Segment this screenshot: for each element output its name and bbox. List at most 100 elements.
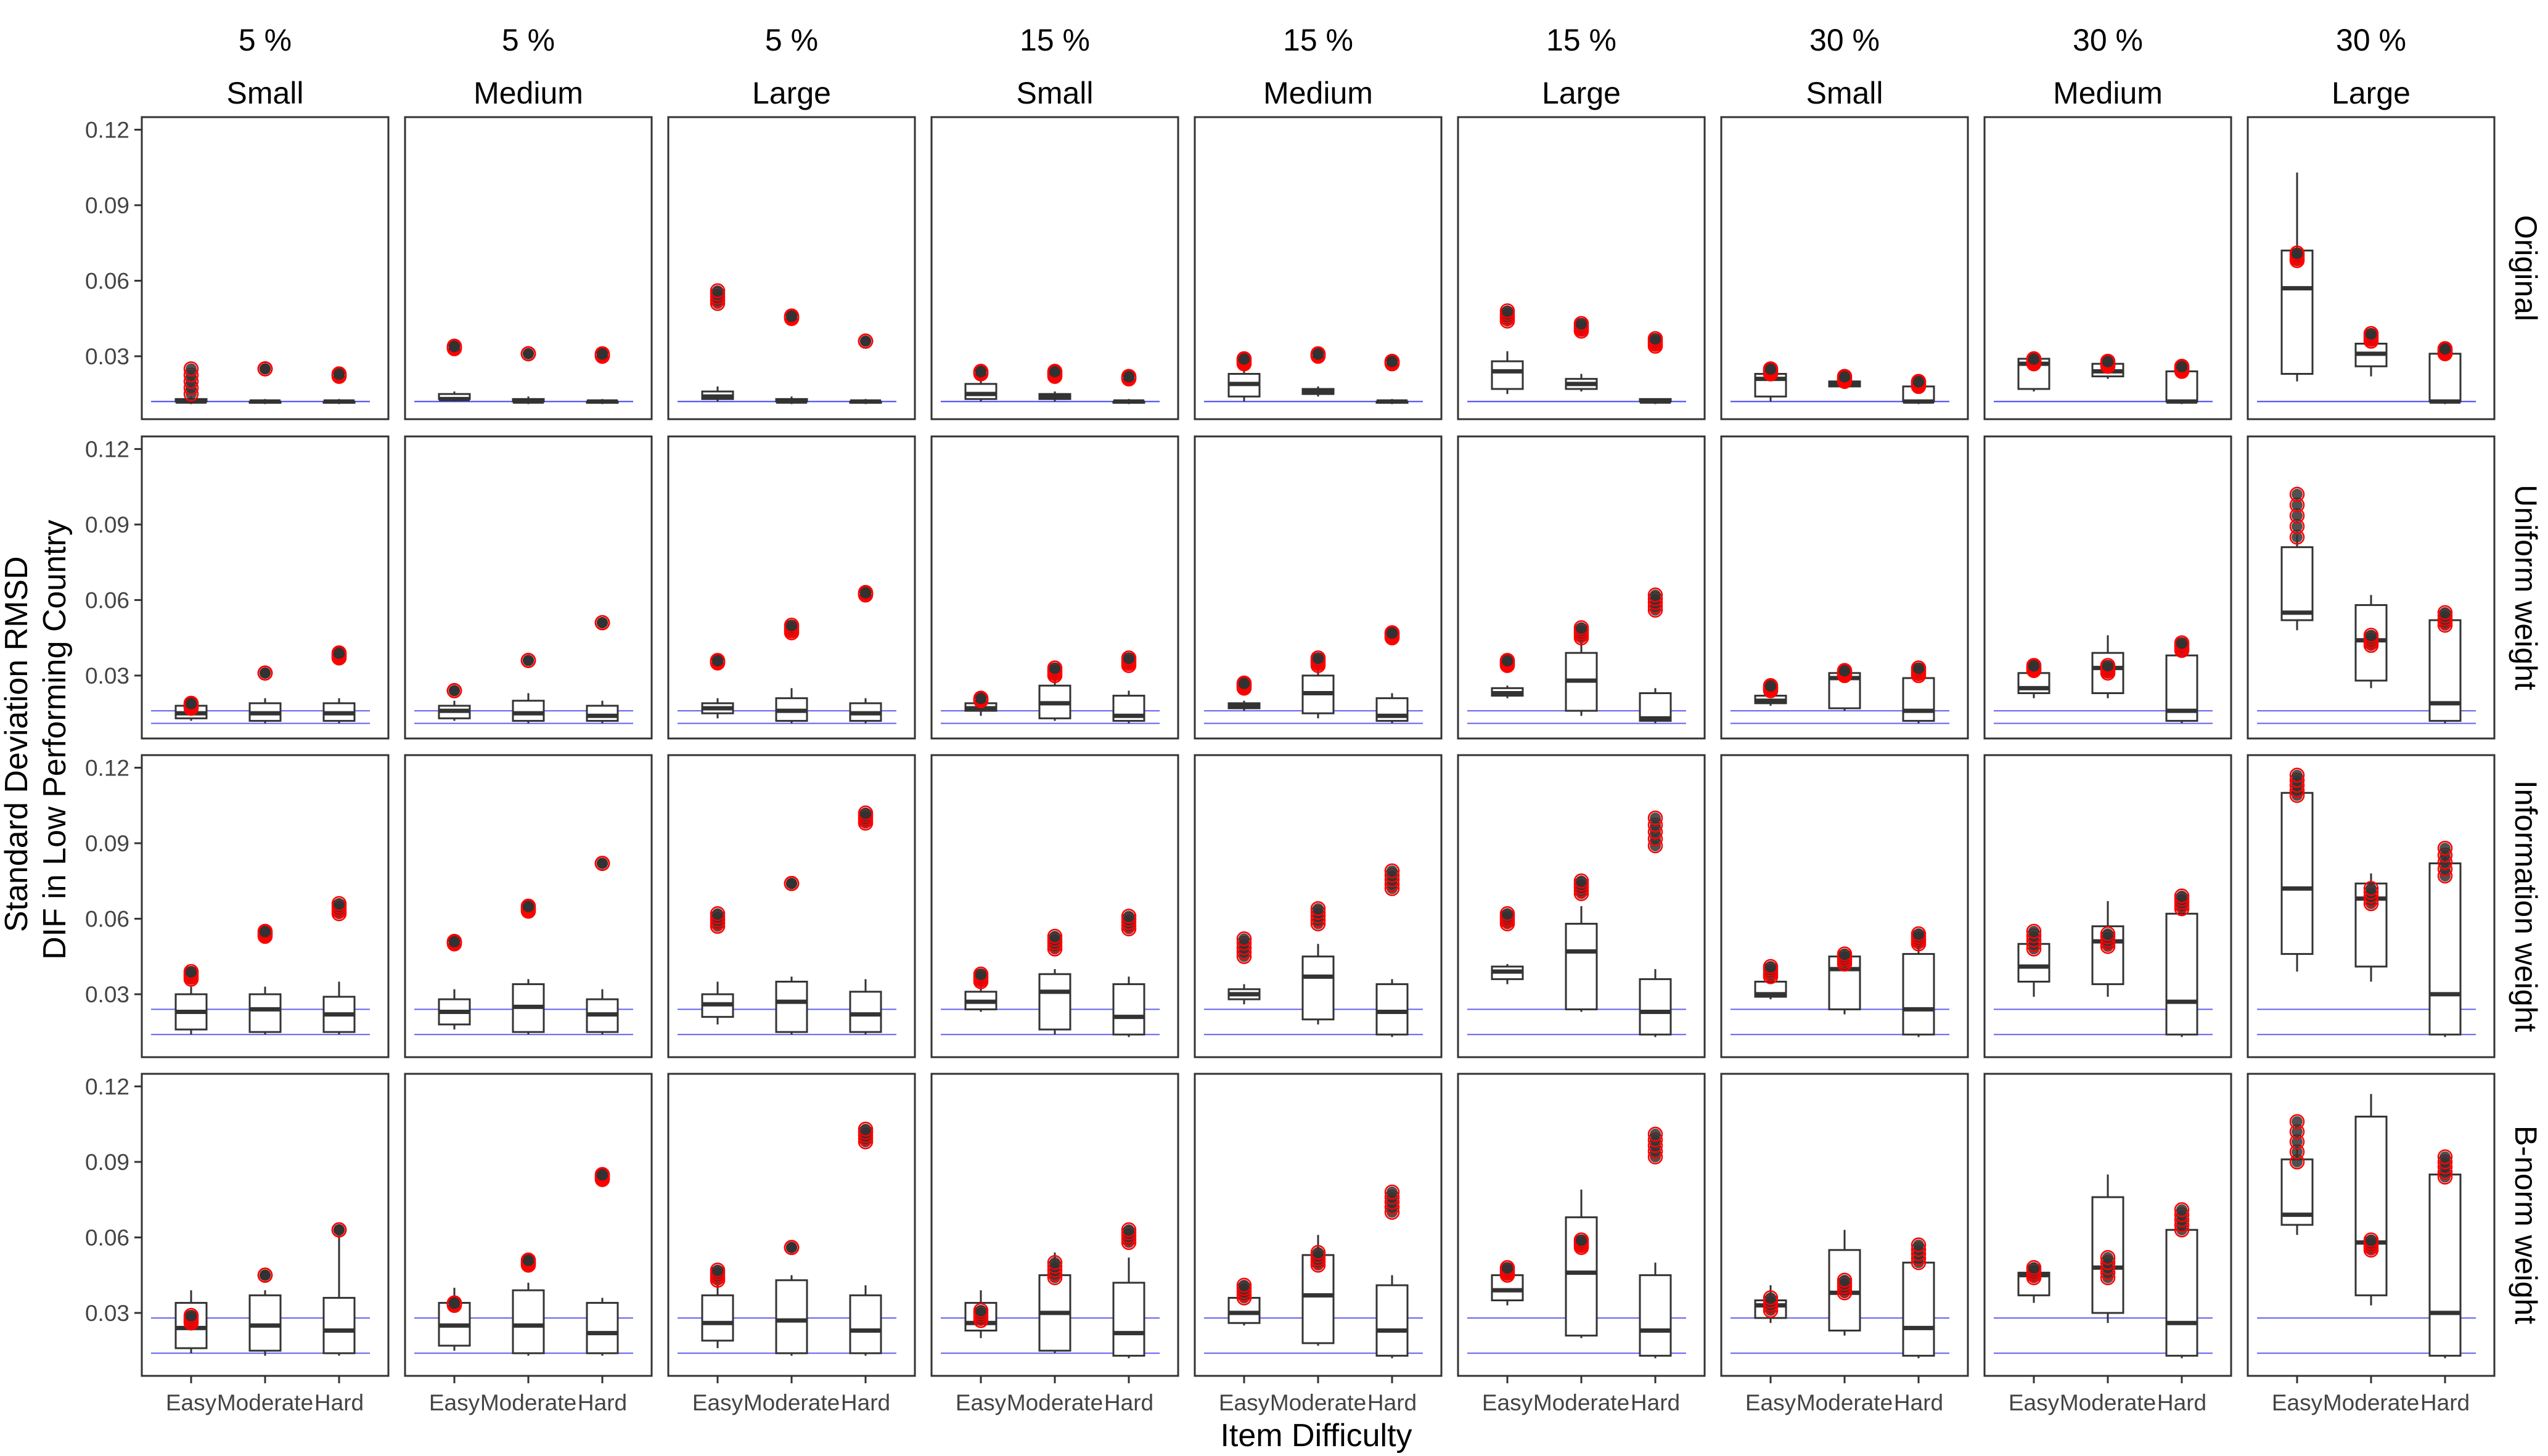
box-hard xyxy=(849,1121,882,1356)
box-body xyxy=(248,1294,282,1352)
box-body xyxy=(1112,983,1145,1036)
panel xyxy=(1983,116,2232,420)
column-strip-labels: 5 % Small 5 % Medium 5 % Large 15 % Small 15 % Me… xyxy=(226,23,2410,110)
outlier-point xyxy=(2028,1262,2039,1274)
column-size-label: Medium xyxy=(2053,76,2163,110)
outlier-point xyxy=(186,966,197,978)
outlier-point xyxy=(523,348,534,359)
outlier-point xyxy=(1387,865,1398,877)
outlier-point xyxy=(1839,370,1850,382)
box-body xyxy=(512,1289,545,1354)
box-hard xyxy=(1112,909,1145,1037)
column-size-label: Small xyxy=(1016,76,1093,110)
outlier-point xyxy=(2439,1151,2451,1163)
outlier-ring xyxy=(1236,675,1252,691)
column-size-label: Large xyxy=(752,76,831,110)
outlier-ring xyxy=(784,308,800,324)
box-body xyxy=(849,991,882,1033)
outlier-ring xyxy=(331,645,347,661)
outlier-ring xyxy=(1047,364,1063,379)
y-tick-label: 0.03 xyxy=(85,344,129,369)
box-hard xyxy=(2428,840,2462,1037)
outlier-ring xyxy=(257,923,273,939)
outlier-ring xyxy=(2026,351,2042,367)
box-body xyxy=(2165,1229,2198,1357)
box-easy xyxy=(1754,959,1787,1000)
box-moderate xyxy=(1301,346,1335,397)
outlier-point xyxy=(1913,928,1924,939)
box-body xyxy=(775,981,808,1033)
outlier-point xyxy=(2439,607,2451,618)
outlier-ring xyxy=(183,361,199,377)
box-body xyxy=(1375,1284,1409,1357)
box-hard xyxy=(2428,341,2462,404)
box-easy xyxy=(1491,303,1524,395)
outlier-point xyxy=(1576,622,1587,634)
outlier-ring xyxy=(2026,658,2042,673)
y-tick-label: 0.06 xyxy=(85,587,129,613)
panel xyxy=(141,116,390,420)
box-easy xyxy=(1491,1260,1524,1306)
outlier-point xyxy=(1502,655,1513,666)
outlier-point xyxy=(1049,931,1060,942)
box-body xyxy=(1639,978,1672,1036)
box-hard xyxy=(322,366,356,404)
x-axis: Easy Moderate Hard xyxy=(1745,1376,1943,1415)
panel xyxy=(1983,435,2232,740)
outlier-point xyxy=(860,587,871,599)
outlier-point xyxy=(1913,375,1924,387)
box-body xyxy=(964,383,997,400)
box-body xyxy=(1491,360,1524,390)
panel xyxy=(1720,116,1969,420)
outlier-ring xyxy=(1911,1237,1927,1253)
box-hard xyxy=(1112,369,1145,404)
box-moderate xyxy=(248,923,282,1035)
panel xyxy=(1457,1073,1706,1377)
outlier-point xyxy=(1387,1186,1398,1198)
outlier-point xyxy=(2176,890,2187,902)
outlier-ring xyxy=(710,283,726,298)
outlier-ring xyxy=(1121,369,1137,384)
outlier-ring xyxy=(2289,245,2305,261)
panel xyxy=(930,116,1179,420)
outlier-point xyxy=(2366,629,2377,641)
box-easy xyxy=(438,338,471,402)
outlier-ring xyxy=(257,361,273,377)
outlier-point xyxy=(2366,1234,2377,1246)
x-axis: Easy Moderate Hard xyxy=(1219,1376,1417,1415)
outlier-ring xyxy=(1236,1277,1252,1293)
box-moderate xyxy=(512,898,545,1035)
outlier-point xyxy=(597,1169,608,1180)
box-easy xyxy=(1491,653,1524,698)
outlier-point xyxy=(1502,908,1513,920)
box-body xyxy=(2280,791,2314,955)
box-moderate xyxy=(248,665,282,724)
outlier-ring xyxy=(446,338,462,354)
outlier-ring xyxy=(858,805,874,821)
column-percent-label: 30 % xyxy=(2073,23,2143,57)
outlier-point xyxy=(1049,1257,1060,1269)
outlier-point xyxy=(975,692,986,704)
outlier-point xyxy=(1502,305,1513,317)
y-axis: 0.03 0.06 0.09 0.12 xyxy=(85,1074,142,1326)
x-tick-label: Easy xyxy=(2272,1390,2323,1415)
outlier-point xyxy=(1765,1292,1776,1304)
outlier-ring xyxy=(257,665,273,681)
panel xyxy=(1457,754,1706,1058)
panel xyxy=(1194,754,1443,1058)
box-hard xyxy=(322,896,356,1035)
outlier-point xyxy=(2439,843,2451,854)
outlier-ring xyxy=(973,690,989,706)
box-easy xyxy=(964,364,997,402)
outlier-point xyxy=(2439,343,2451,354)
box-hard xyxy=(1639,331,1672,404)
y-axis: 0.03 0.06 0.09 0.12 xyxy=(85,755,142,1007)
outlier-ring xyxy=(1573,316,1589,332)
row-strip-label: Uniform weight xyxy=(2509,485,2543,690)
outlier-ring xyxy=(2026,923,2042,939)
y-tick-label: 0.09 xyxy=(85,1150,129,1175)
outlier-ring xyxy=(2174,1202,2190,1217)
outlier-point xyxy=(1650,333,1661,345)
x-tick-label: Hard xyxy=(1894,1390,1943,1415)
box-hard xyxy=(849,805,882,1035)
